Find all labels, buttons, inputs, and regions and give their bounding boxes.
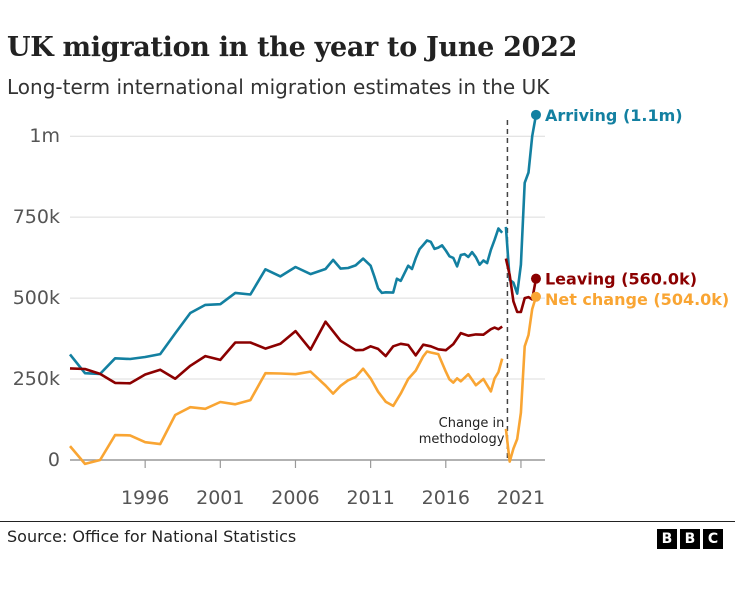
x-tick-label: 1996 (121, 487, 169, 509)
annotation-text: methodology (419, 432, 505, 447)
annotation-text: Change in (439, 416, 505, 431)
series-line-leaving (69, 320, 503, 385)
x-tick-label: 2016 (422, 487, 470, 509)
source-note: Source: Office for National Statistics (7, 527, 297, 546)
x-tick-label: 2006 (271, 487, 319, 509)
bbc-logo-letter: B (657, 529, 677, 549)
series-end-marker-net-change (530, 291, 541, 302)
y-tick-label: 250k (13, 368, 60, 390)
series-end-marker-leaving (530, 273, 541, 284)
series-end-label-net-change: Net change (504.0k) (545, 290, 729, 309)
bbc-logo: B B C (657, 529, 723, 549)
series-end-label-arriving: Arriving (1.1m) (545, 106, 683, 125)
chart-title: UK migration in the year to June 2022 (7, 32, 578, 63)
bbc-logo-letter: C (703, 529, 723, 549)
y-tick-label: 500k (13, 287, 60, 309)
y-tick-label: 0 (48, 449, 60, 471)
y-tick-label: 1m (29, 125, 60, 147)
series-line-leaving (504, 258, 538, 314)
bbc-logo-letter: B (680, 529, 700, 549)
line-chart: 0 250k 500k 750k 1m 1996 2001 2006 2011 2016 2021… (13, 106, 730, 509)
series-line-net-change (69, 350, 504, 466)
series-line-arriving (504, 114, 538, 295)
footer-divider (0, 521, 735, 522)
x-tick-label: 2011 (346, 487, 394, 509)
x-tick-label: 2001 (196, 487, 244, 509)
series-line-arriving (68, 227, 504, 376)
series-line-net-change (504, 296, 538, 463)
series-end-marker-arriving (530, 109, 541, 120)
y-tick-label: 750k (13, 206, 60, 228)
series-end-label-leaving: Leaving (560.0k) (545, 270, 697, 289)
chart-subtitle: Long-term international migration estima… (7, 75, 550, 99)
x-tick-label: 2021 (497, 487, 545, 509)
